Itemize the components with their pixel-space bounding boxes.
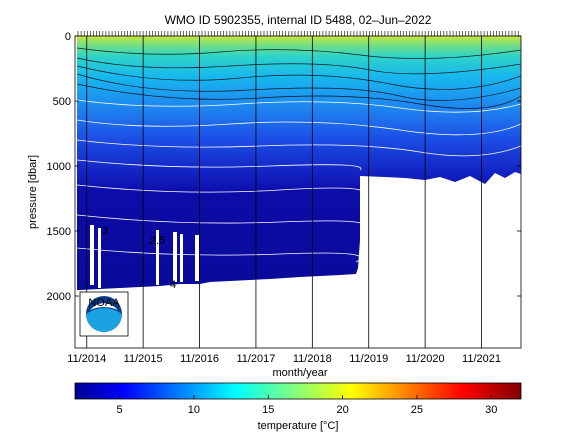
- chart-title: WMO ID 5902355, internal ID 5488, 02–Jun…: [165, 13, 432, 27]
- y-axis: 0 500 1000 1500 2000: [47, 31, 521, 303]
- y-tick-label: 0: [65, 31, 71, 43]
- data-gap: [156, 230, 159, 285]
- isotherm-label: 2.5: [150, 235, 165, 247]
- colorbar-tick-label: 30: [485, 404, 497, 416]
- x-axis-label: month/year: [272, 367, 327, 379]
- x-tick-label: 11/2021: [462, 353, 501, 365]
- svg-text:NOAA: NOAA: [88, 297, 120, 309]
- temperature-section: [77, 36, 521, 290]
- x-tick-label: 11/2019: [349, 353, 388, 365]
- y-tick-label: 1000: [47, 161, 71, 173]
- colorbar-label: temperature [°C]: [258, 420, 339, 432]
- x-axis: 11/2014 11/2015 11/2016 11/2017 11/2018 11/20…: [67, 353, 501, 365]
- x-tick-label: 11/2017: [236, 353, 275, 365]
- isotherm-label: 4: [170, 279, 176, 291]
- y-axis-label: pressure [dbar]: [27, 155, 39, 229]
- y-tick-label: 2000: [47, 291, 71, 303]
- data-gap: [180, 234, 183, 282]
- data-gap: [98, 228, 101, 288]
- data-gap: [195, 235, 199, 281]
- colorbar-tick-label: 20: [336, 404, 348, 416]
- colorbar-tick-label: 15: [262, 404, 274, 416]
- noaa-logo: NOAA: [79, 291, 129, 337]
- y-tick-label: 500: [53, 96, 71, 108]
- y-tick-label: 1500: [47, 226, 71, 238]
- colorbar: [74, 382, 522, 400]
- colorbar-tick-label: 5: [117, 404, 123, 416]
- colorbar-tick-label: 10: [188, 404, 200, 416]
- x-tick-label: 11/2015: [124, 353, 163, 365]
- isotherm-label: 3: [102, 225, 108, 237]
- isotherms-warm: [76, 47, 521, 109]
- x-tick-label: 11/2020: [406, 353, 445, 365]
- colorbar-axis: 5 10 15 20 25 30: [117, 395, 497, 416]
- plot-area: 3 2.5 4: [76, 36, 521, 291]
- axes-frame: [74, 35, 522, 349]
- data-gap: [90, 225, 94, 285]
- data-gap: [173, 232, 177, 282]
- x-tick-label: 11/2016: [180, 353, 219, 365]
- profile-ticks: [77, 31, 519, 36]
- colorbar-tick-label: 25: [411, 404, 423, 416]
- isotherms-cold: [76, 99, 521, 263]
- x-tick-label: 11/2014: [67, 353, 106, 365]
- x-tick-label: 11/2018: [293, 353, 332, 365]
